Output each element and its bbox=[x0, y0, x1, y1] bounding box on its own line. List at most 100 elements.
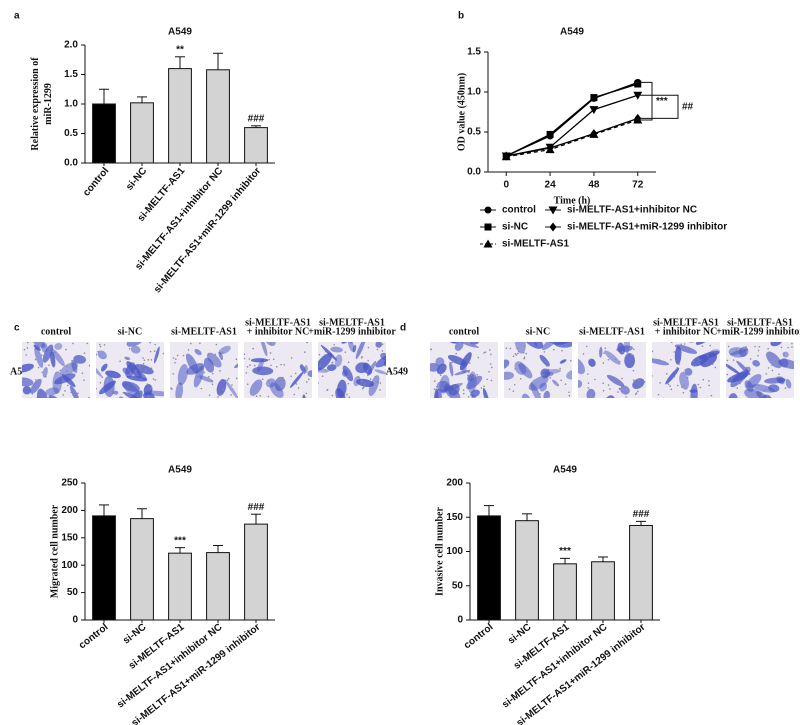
pore bbox=[267, 395, 270, 398]
pore bbox=[196, 376, 199, 378]
pore bbox=[702, 378, 705, 381]
cell bbox=[689, 389, 698, 393]
pore bbox=[749, 390, 752, 393]
pore bbox=[190, 357, 193, 360]
pore bbox=[490, 353, 492, 356]
legend-entry: si-MELTF-AS1+miR-1299 inhibitor bbox=[545, 222, 727, 233]
cell bbox=[578, 357, 585, 375]
cell bbox=[504, 371, 514, 380]
cell bbox=[620, 385, 630, 395]
x-tick-label: 72 bbox=[632, 180, 644, 191]
cell bbox=[126, 342, 145, 347]
image-label: + inhibitor NC bbox=[247, 326, 310, 337]
pore bbox=[112, 390, 115, 393]
pore bbox=[709, 344, 712, 347]
pore bbox=[676, 367, 678, 369]
pore bbox=[366, 369, 369, 372]
pore bbox=[514, 368, 516, 370]
pore bbox=[219, 393, 222, 396]
pore bbox=[381, 350, 384, 352]
pore bbox=[34, 348, 36, 351]
error-bar bbox=[560, 557, 570, 564]
bar bbox=[168, 68, 192, 164]
pore bbox=[610, 376, 613, 378]
pore bbox=[149, 387, 151, 390]
cell bbox=[362, 362, 373, 375]
pore bbox=[48, 364, 50, 367]
pore bbox=[26, 347, 29, 349]
pore bbox=[732, 354, 735, 356]
cell bbox=[368, 375, 380, 397]
cell bbox=[586, 388, 596, 398]
pore bbox=[523, 345, 525, 348]
cell bbox=[698, 350, 720, 359]
pore bbox=[269, 342, 272, 344]
cell bbox=[126, 375, 148, 382]
pore bbox=[331, 394, 334, 397]
marker bbox=[484, 223, 492, 231]
pore bbox=[757, 349, 760, 352]
cell bbox=[123, 392, 143, 398]
cell bbox=[599, 346, 603, 358]
pore bbox=[635, 392, 638, 394]
pore bbox=[765, 373, 768, 375]
pore bbox=[224, 379, 227, 382]
pore bbox=[303, 372, 306, 375]
pore bbox=[625, 392, 628, 395]
pore bbox=[480, 387, 483, 389]
pore bbox=[347, 382, 350, 385]
pore bbox=[304, 351, 306, 354]
cell bbox=[469, 342, 480, 345]
marker bbox=[633, 91, 643, 100]
legend-label: si-MELTF-AS1+inhibitor NC bbox=[567, 205, 697, 216]
cell bbox=[307, 370, 312, 378]
y-axis-label: OD value (450nm) bbox=[456, 73, 467, 151]
cell bbox=[616, 345, 633, 353]
pore bbox=[150, 386, 153, 389]
pore bbox=[462, 389, 465, 391]
cell bbox=[433, 388, 439, 398]
y-tick-label: 200 bbox=[61, 505, 78, 516]
cell bbox=[73, 354, 86, 364]
pore bbox=[587, 373, 589, 375]
cell bbox=[624, 353, 635, 369]
cell bbox=[218, 345, 231, 355]
pore bbox=[670, 342, 673, 344]
pore bbox=[603, 352, 605, 354]
pore bbox=[88, 396, 90, 398]
pore bbox=[766, 394, 769, 397]
pore bbox=[138, 365, 141, 367]
y-tick-label: 1.0 bbox=[64, 99, 78, 110]
cell bbox=[665, 367, 680, 385]
cell bbox=[430, 363, 440, 372]
pore bbox=[99, 381, 102, 384]
error-bar bbox=[175, 56, 185, 69]
pore bbox=[290, 375, 292, 378]
cell bbox=[752, 359, 760, 367]
pore bbox=[638, 379, 640, 382]
y-tick-label: 100 bbox=[446, 546, 463, 557]
x-tick-label: si-MELTF-AS1+miR-1299 inhibitor bbox=[515, 622, 648, 725]
pore bbox=[77, 392, 79, 395]
pore bbox=[259, 395, 262, 397]
pore bbox=[377, 382, 379, 384]
pore bbox=[730, 376, 733, 379]
pore bbox=[318, 353, 321, 356]
cell bbox=[42, 344, 54, 363]
pore bbox=[681, 386, 683, 388]
pore bbox=[771, 364, 773, 367]
y-tick-label: 0.5 bbox=[64, 128, 78, 139]
cell bbox=[482, 388, 491, 398]
cell bbox=[121, 381, 140, 392]
pore bbox=[333, 343, 335, 346]
pore bbox=[634, 393, 637, 396]
bracket bbox=[634, 81, 653, 121]
pore bbox=[767, 367, 770, 369]
image-label: si-MELTF-AS1 bbox=[727, 317, 793, 328]
pore bbox=[673, 375, 676, 378]
pore bbox=[59, 369, 61, 372]
bar bbox=[553, 563, 577, 621]
cell bbox=[334, 354, 343, 367]
cell bbox=[454, 369, 471, 376]
pore bbox=[468, 371, 470, 373]
